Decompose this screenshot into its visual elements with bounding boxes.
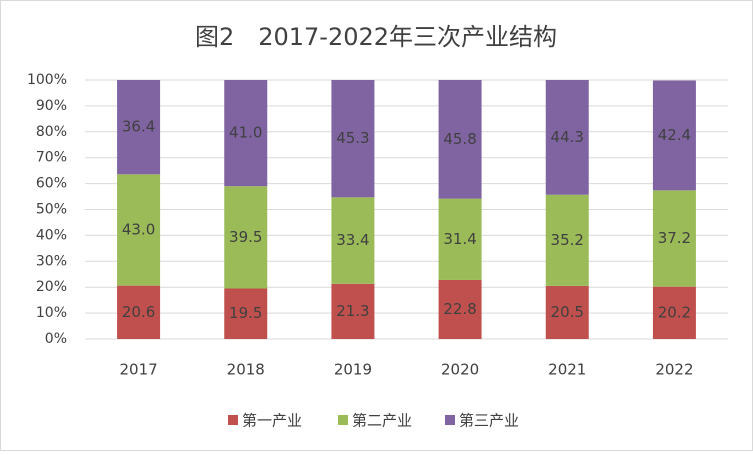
data-label: 31.4 (443, 230, 476, 248)
bar-segment (652, 80, 696, 191)
x-tick-label: 2018 (227, 361, 265, 379)
data-label: 36.4 (122, 118, 155, 136)
data-label: 45.8 (443, 130, 476, 148)
y-tick-label: 10% (36, 305, 67, 321)
bar-segment (438, 80, 482, 199)
bar-segment (438, 279, 482, 339)
bar-segment (545, 194, 589, 286)
bar-segment (224, 80, 268, 187)
data-label: 35.2 (551, 231, 584, 249)
y-tick-label: 60% (36, 176, 67, 192)
bar-segment (652, 190, 696, 287)
y-tick-label: 70% (36, 150, 67, 166)
x-tick-label: 2020 (441, 361, 479, 379)
bar-segment (331, 80, 375, 198)
legend-label: 第三产业 (459, 412, 519, 430)
y-tick-label: 0% (45, 331, 67, 347)
legend-swatch (445, 415, 455, 425)
data-label: 20.5 (551, 303, 584, 321)
bar-segment (438, 198, 482, 280)
y-tick-label: 100% (27, 72, 67, 88)
x-tick-label: 2022 (655, 361, 693, 379)
data-label: 22.8 (443, 300, 476, 318)
y-tick-label: 30% (36, 253, 67, 269)
bar-segment (224, 288, 268, 339)
data-label: 20.6 (122, 303, 155, 321)
y-tick-label: 50% (36, 202, 67, 218)
x-tick-label: 2019 (334, 361, 372, 379)
bar-segment (545, 80, 589, 195)
y-tick-label: 40% (36, 227, 67, 243)
bar-segment (117, 80, 161, 175)
bar-segment (117, 285, 161, 339)
legend-swatch (228, 415, 238, 425)
data-label: 44.3 (551, 128, 584, 146)
legend-swatch (338, 415, 348, 425)
x-tick-label: 2021 (548, 361, 586, 379)
y-tick-label: 80% (36, 124, 67, 140)
bar-segment (117, 174, 161, 286)
y-tick-label: 90% (36, 98, 67, 114)
y-tick-label: 20% (36, 279, 67, 295)
bar-segment (545, 285, 589, 339)
legend-label: 第一产业 (242, 412, 302, 430)
data-label: 41.0 (229, 124, 262, 142)
bar-segment (224, 186, 268, 289)
data-label: 33.4 (336, 231, 369, 249)
data-label: 20.2 (658, 303, 691, 321)
bar-segment (652, 286, 696, 339)
data-label: 19.5 (229, 304, 262, 322)
data-label: 37.2 (658, 229, 691, 247)
data-label: 42.4 (658, 126, 691, 144)
data-label: 39.5 (229, 228, 262, 246)
x-tick-label: 2017 (119, 361, 157, 379)
chart-title: 图2 2017-2022年三次产业结构 (195, 23, 557, 51)
bar-segment (331, 197, 375, 284)
bar-segment (331, 283, 375, 339)
data-label: 21.3 (336, 302, 369, 320)
data-label: 45.3 (336, 129, 369, 147)
legend-label: 第二产业 (352, 412, 412, 430)
data-label: 43.0 (122, 220, 155, 238)
